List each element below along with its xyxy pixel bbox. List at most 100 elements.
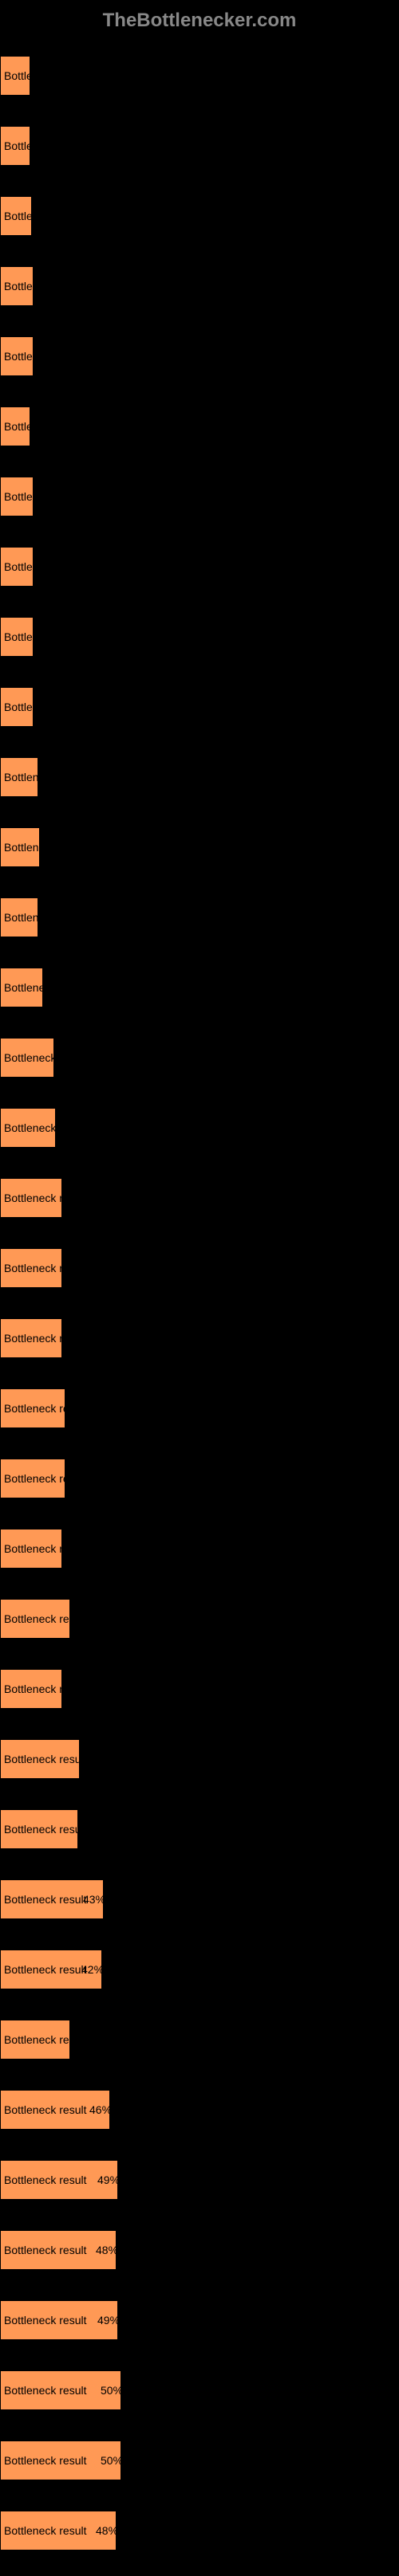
bar-row: Bottleneck result	[0, 395, 399, 457]
bar-row: Bottleneck result	[0, 2009, 399, 2071]
bar-value-label: 48%	[96, 2244, 118, 2256]
bar: Bottleneck result	[0, 1669, 62, 1709]
bar-row: Bottleneck result	[0, 1027, 399, 1089]
bar-label: Bottleneck result	[4, 911, 38, 924]
bar-row: Bottleneck result	[0, 606, 399, 668]
bar-row: Bottleneck result	[0, 1237, 399, 1299]
bar-label: Bottleneck result	[4, 2103, 87, 2116]
bar: Bottleneck result	[0, 266, 34, 306]
bar-label: Bottleneck result	[4, 1262, 62, 1274]
bar-label: Bottleneck result	[4, 1823, 78, 1836]
bar: Bottleneck result	[0, 687, 34, 727]
bar-label: Bottleneck result	[4, 1121, 56, 1134]
bar: Bottleneck result	[0, 1248, 62, 1288]
bar-row: Bottleneck result	[0, 816, 399, 878]
bar: Bottleneck result	[0, 477, 34, 516]
bar-row: Bottleneck result 49%	[0, 2289, 399, 2351]
bar-row: Bottleneck result43%	[0, 1868, 399, 1930]
bar-label: Bottleneck result	[4, 210, 32, 222]
bar: Bottleneck result	[0, 1178, 62, 1218]
bar-row: Bottleneck result 50%	[0, 2359, 399, 2421]
bar-row: Bottleneck result50%	[0, 2429, 399, 2492]
bar-label: Bottleneck result	[4, 1192, 62, 1204]
bar-row: Bottleneck result	[0, 536, 399, 598]
bar: Bottleneck result	[0, 1529, 62, 1569]
bar-label: Bottleneck result	[4, 2454, 87, 2467]
bar: Bottleneck result	[0, 757, 38, 797]
bar-label: Bottleneck result	[4, 139, 30, 152]
bar-label: Bottleneck result	[4, 2174, 87, 2186]
bar-row: Bottleneck result	[0, 45, 399, 107]
bar: Bottleneck result	[0, 1038, 54, 1078]
bar: Bottleneck result	[0, 2020, 70, 2060]
bar-value-label: 50%	[101, 2384, 123, 2397]
bar: Bottleneck result	[0, 56, 30, 96]
bar-label: Bottleneck result	[4, 1963, 87, 1976]
bar-row: Bottleneck result	[0, 255, 399, 317]
bar: Bottleneck result	[0, 827, 40, 867]
bar: Bottleneck result	[0, 897, 38, 937]
bar: Bottleneck result	[0, 547, 34, 587]
bar-row: Bottleneck result	[0, 1588, 399, 1650]
bar: Bottleneck result	[0, 406, 30, 446]
bar: Bottleneck result	[0, 1739, 80, 1779]
bar-value-label: 43%	[83, 1893, 105, 1906]
bar-value-label: 49%	[97, 2314, 120, 2327]
bar: Bottleneck result	[0, 1108, 56, 1148]
bar: Bottleneck result	[0, 336, 34, 376]
bar-label: Bottleneck result	[4, 490, 34, 503]
bar-value-label: 42%	[81, 1963, 104, 1976]
bar-value-label: 46%	[89, 2103, 112, 2116]
bar: Bottleneck result	[0, 1318, 62, 1358]
bar-label: Bottleneck result	[4, 2244, 87, 2256]
bar-label: Bottleneck result	[4, 981, 43, 994]
bar-row: Bottleneck result	[0, 1097, 399, 1159]
bar-chart: Bottleneck resultBottleneck resultBottle…	[0, 38, 399, 2576]
bar-label: Bottleneck result	[4, 2524, 87, 2537]
bar-label: Bottleneck result	[4, 1893, 87, 1906]
bar-row: Bottleneck result	[0, 676, 399, 738]
bar: Bottleneck result	[0, 196, 32, 236]
bar: Bottleneck result	[0, 126, 30, 166]
bar-row: Bottleneck result	[0, 1307, 399, 1369]
bar-label: Bottleneck result	[4, 280, 34, 293]
bar-label: Bottleneck result	[4, 560, 34, 573]
bar-row: Bottleneck result46%	[0, 2079, 399, 2141]
bar: Bottleneck result	[0, 968, 43, 1007]
bar-row: Bottleneck result	[0, 1798, 399, 1860]
bar-row: Bottleneck result	[0, 185, 399, 247]
bar-row: Bottleneck result	[0, 956, 399, 1019]
bar-row: Bottleneck result	[0, 1728, 399, 1790]
bar-label: Bottleneck result	[4, 701, 34, 713]
bar-row: Bottleneck result	[0, 886, 399, 948]
bar-label: Bottleneck result	[4, 2033, 70, 2046]
bar-row: Bottleneck result48%	[0, 2499, 399, 2562]
bar: Bottleneck result	[0, 1388, 65, 1428]
bar-row: Bottleneck result	[0, 1167, 399, 1229]
bar-row: Bottleneck result	[0, 1518, 399, 1580]
bar: Bottleneck result	[0, 617, 34, 657]
bar: Bottleneck result	[0, 1459, 65, 1498]
bar-label: Bottleneck result	[4, 630, 34, 643]
bar-label: Bottleneck result	[4, 2314, 87, 2327]
bar-label: Bottleneck result	[4, 1753, 80, 1765]
bar-row: Bottleneck result	[0, 1377, 399, 1439]
bar-row: Bottleneck result	[0, 115, 399, 177]
bar-value-label: 49%	[97, 2174, 120, 2186]
bar-row: Bottleneck result	[0, 1447, 399, 1510]
bar-row: Bottleneck result 49%	[0, 2149, 399, 2211]
bar-label: Bottleneck result	[4, 350, 34, 363]
bar-row: Bottleneck result	[0, 746, 399, 808]
bar: Bottleneck result	[0, 1599, 70, 1639]
bar-label: Bottleneck result	[4, 69, 30, 82]
bar-label: Bottleneck result	[4, 1402, 65, 1415]
bar-label: Bottleneck result	[4, 1683, 62, 1695]
bar-label: Bottleneck result	[4, 1332, 62, 1345]
bar-label: Bottleneck result	[4, 1051, 54, 1064]
bar: Bottleneck result	[0, 1809, 78, 1849]
bar-label: Bottleneck result	[4, 2384, 87, 2397]
bar-label: Bottleneck result	[4, 1472, 65, 1485]
bar-row: Bottleneck result42%	[0, 1938, 399, 2001]
bar-label: Bottleneck result	[4, 1542, 62, 1555]
bar-row: Bottleneck result	[0, 325, 399, 387]
